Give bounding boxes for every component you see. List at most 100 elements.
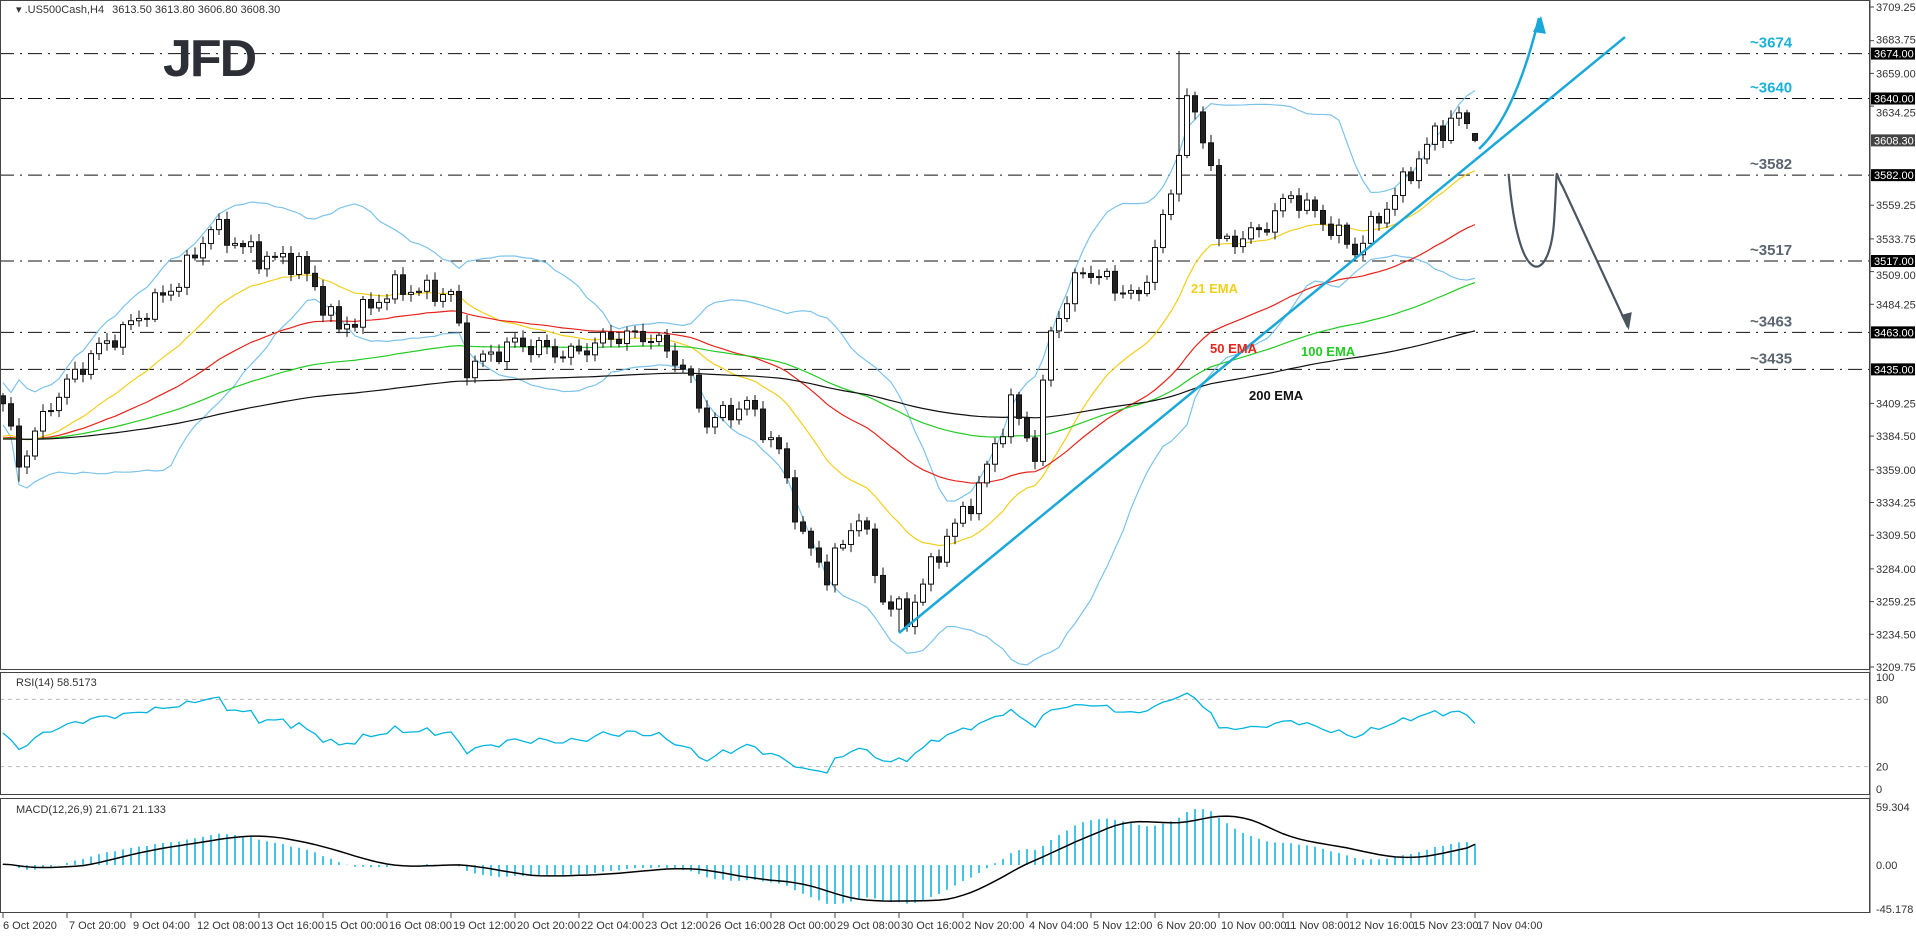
level-tag-label: 3463.00: [1874, 327, 1914, 339]
candle-bear: [352, 323, 358, 328]
level-label: ~3435: [1750, 350, 1792, 367]
price-panel[interactable]: ~3674 ~3640 ~3582 ~3517 ~3463 ~3435 JFD ▾ .US…: [0, 4, 1870, 666]
candle-bull: [1288, 195, 1294, 199]
candle-bull: [48, 410, 54, 413]
candle-bull: [472, 360, 478, 379]
candle-bear: [160, 292, 166, 296]
candle-bear: [1256, 227, 1262, 231]
time-axis: 6 Oct 2020 7 Oct 20:00 9 Oct 04:00 12 Oct 0…: [2, 913, 1542, 932]
candle-bear: [544, 340, 550, 348]
candle-bull: [1336, 224, 1342, 236]
price-tick-label: 3659.00: [1876, 68, 1916, 80]
candle-bull: [1304, 199, 1310, 211]
price-tick-label: 3484.25: [1876, 299, 1916, 311]
price-tick-label: 3559.25: [1876, 200, 1916, 212]
candle-bear: [1192, 95, 1198, 113]
candle-bear: [312, 272, 318, 288]
candle-bear: [776, 437, 782, 450]
rsi-panel[interactable]: RSI(14) 58.5173: [0, 677, 1870, 774]
trendline: [898, 36, 1626, 634]
candle-bull: [1160, 213, 1166, 249]
candle-bull: [448, 290, 454, 296]
candle-bear: [640, 330, 646, 343]
macd-label: MACD(12,26,9) 21.671 21.133: [16, 804, 166, 816]
candle-bull: [1424, 143, 1430, 160]
candle-bear: [1464, 112, 1470, 125]
candle-bear: [688, 368, 694, 376]
drawings: [898, 15, 1632, 634]
candle-bear: [1080, 272, 1086, 275]
candle-bull: [1280, 197, 1286, 212]
candle-bull: [1384, 208, 1390, 224]
rsi-tick-label: 100: [1876, 672, 1894, 684]
candle-bear: [808, 530, 814, 549]
level-label: ~3640: [1750, 80, 1792, 97]
candle-bear: [336, 306, 342, 330]
price-tick-label: 3533.75: [1876, 234, 1916, 246]
candle-bull: [952, 522, 958, 537]
macd-tick-label: 0.00: [1876, 860, 1897, 872]
candle-bull: [1008, 394, 1014, 438]
candle-bull: [976, 482, 982, 515]
time-label: 7 Oct 20:00: [69, 920, 126, 932]
candle-bull: [536, 340, 542, 356]
macd-panel[interactable]: MACD(12,26,9) 21.671 21.133: [2, 804, 1476, 904]
time-label: 12 Oct 08:00: [197, 920, 260, 932]
symbol-header: ▾ .US500Cash,H4 3613.50 3613.80 3606.80 3…: [16, 4, 280, 16]
candle-bull: [440, 294, 446, 302]
time-label: 22 Oct 04:00: [581, 920, 644, 932]
time-label: 16 Oct 08:00: [389, 920, 452, 932]
level-tag-label: 3674.00: [1874, 49, 1914, 61]
candle-bear: [1232, 235, 1238, 248]
time-label: 10 Nov 00:00: [1221, 920, 1286, 932]
price-tick-label: 3634.25: [1876, 108, 1916, 120]
candle-bull: [480, 353, 486, 362]
candle-bull: [856, 520, 862, 532]
candle-bear: [1264, 229, 1270, 233]
candle-bear: [1120, 292, 1126, 295]
candle-bull: [32, 430, 38, 457]
candle-bull: [408, 291, 414, 295]
candle-bull: [264, 255, 270, 270]
macd-tick-label: 59.304: [1876, 802, 1910, 814]
candle-bear: [1032, 437, 1038, 462]
ema-label: 100 EMA: [1301, 344, 1356, 359]
ema-label: 200 EMA: [1249, 388, 1304, 403]
dropdown-arrow-icon[interactable]: ▾: [16, 4, 25, 16]
candle-bear: [968, 505, 974, 515]
candle-bull: [768, 437, 774, 441]
candle-bull: [168, 290, 174, 296]
symbol-name: .US500Cash,H4: [25, 4, 105, 16]
candle-bear: [8, 403, 14, 427]
time-label: 2 Nov 20:00: [965, 920, 1024, 932]
candle-bull: [1096, 276, 1102, 279]
candle-bull: [984, 463, 990, 484]
candle-bull: [200, 243, 206, 259]
candle-bear: [888, 601, 894, 610]
candle-bull: [1048, 330, 1054, 381]
candle-bear: [144, 317, 150, 320]
price-tick-label: 3259.25: [1876, 597, 1916, 609]
level-tag: [1871, 92, 1915, 105]
logo-text: JFD: [163, 30, 256, 88]
candle-bull: [216, 219, 222, 231]
candle-bear: [0, 395, 6, 405]
candle-bull: [1056, 318, 1062, 332]
candle-bull: [832, 547, 838, 586]
candle-bull: [1416, 158, 1422, 182]
level-tag: [1871, 255, 1915, 268]
candle-bear: [400, 274, 406, 295]
candle-bull: [232, 242, 238, 246]
candle-bear: [824, 561, 830, 586]
arrow-head-down-icon: [1620, 312, 1632, 331]
scenario-down-arrow: [1507, 172, 1629, 328]
candle-bear: [560, 356, 566, 359]
candle-bull: [600, 331, 606, 344]
candle-bull: [1176, 154, 1182, 195]
arrow-head-up-icon: [1533, 15, 1546, 34]
candle-bull: [912, 601, 918, 628]
candle-bear: [936, 556, 942, 563]
rsi-tick-label: 80: [1876, 694, 1888, 706]
candle-bull: [1368, 215, 1374, 244]
